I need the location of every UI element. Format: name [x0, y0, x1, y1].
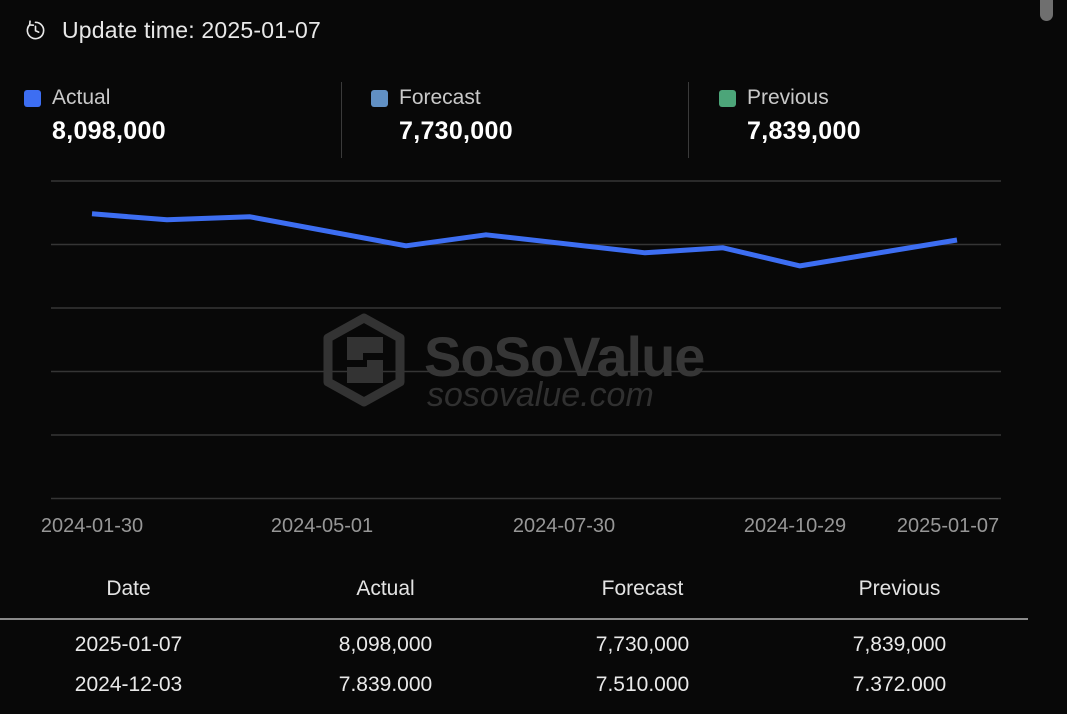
x-axis: 2024-01-30 2024-05-01 2024-07-30 2024-10-29…: [0, 515, 1067, 545]
col-header-forecast: Forecast: [601, 577, 684, 600]
x-axis-tick: 2024-07-30: [512, 515, 616, 537]
table-row: 2024-12-03 7.839.000 7.510.000 7.372.000: [0, 665, 1028, 705]
update-time-row: Update time: 2025-01-07: [24, 14, 321, 46]
table-body: 2025-01-07 8,098,000 7,730,000 7,839,000 202…: [0, 620, 1028, 705]
watermark-domain: sosovalue.com: [427, 376, 654, 414]
legend-item-previous: Previous 7,839,000: [688, 82, 1067, 158]
legend-value: 8,098,000: [52, 117, 166, 145]
table-cell: 2024-12-03: [74, 673, 183, 696]
table-cell: 2025-01-07: [74, 633, 183, 656]
x-axis-tick: 2024-10-29: [743, 515, 847, 537]
legend-value: 7,839,000: [747, 117, 861, 145]
col-header-previous: Previous: [858, 577, 941, 600]
history-clock-icon: [26, 19, 45, 39]
update-time-label: Update time: 2025-01-07: [62, 16, 322, 43]
col-header-date: Date: [106, 577, 151, 600]
watermark: SoSoValue sosovalue.com: [323, 313, 705, 414]
gridlines: [51, 180, 1001, 500]
watermark-brand: SoSoValue: [424, 325, 704, 388]
table-cell: 8,098,000: [338, 633, 433, 656]
table-cell: 7.839.000: [338, 673, 433, 696]
sosovalue-logo-icon: [323, 313, 405, 407]
legend: Actual 8,098,000 Forecast 7,730,000 Prev…: [0, 82, 1067, 158]
history-table: Date Actual Forecast Previous 2025-01-07…: [0, 560, 1028, 705]
forecast-swatch-icon: [371, 89, 388, 107]
x-axis-tick: 2024-05-01: [270, 515, 374, 537]
legend-value: 7,730,000: [399, 117, 513, 145]
legend-item-forecast: Forecast 7,730,000: [341, 82, 688, 158]
previous-swatch-icon: [719, 89, 736, 107]
table-cell: 7.510.000: [595, 673, 690, 696]
x-axis-tick: 2024-01-30: [40, 515, 144, 537]
line-chart[interactable]: SoSoValue sosovalue.com: [0, 170, 1067, 510]
table-row: 2025-01-07 8,098,000 7,730,000 7,839,000: [0, 625, 1028, 665]
actual-series-line: [91, 211, 958, 269]
legend-label: Actual: [52, 86, 111, 109]
col-header-actual: Actual: [356, 577, 415, 600]
actual-swatch-icon: [24, 89, 41, 107]
legend-label: Previous: [747, 86, 829, 109]
table-cell: 7.372.000: [852, 673, 947, 696]
x-axis-tick: 2025-01-07: [896, 515, 1000, 537]
table-cell: 7,730,000: [595, 633, 690, 656]
table-cell: 7,839,000: [852, 633, 947, 656]
scrollbar-thumb[interactable]: [1040, 0, 1053, 21]
legend-label: Forecast: [399, 86, 481, 109]
table-header-row: Date Actual Forecast Previous: [0, 560, 1028, 620]
legend-item-actual: Actual 8,098,000: [0, 82, 341, 158]
